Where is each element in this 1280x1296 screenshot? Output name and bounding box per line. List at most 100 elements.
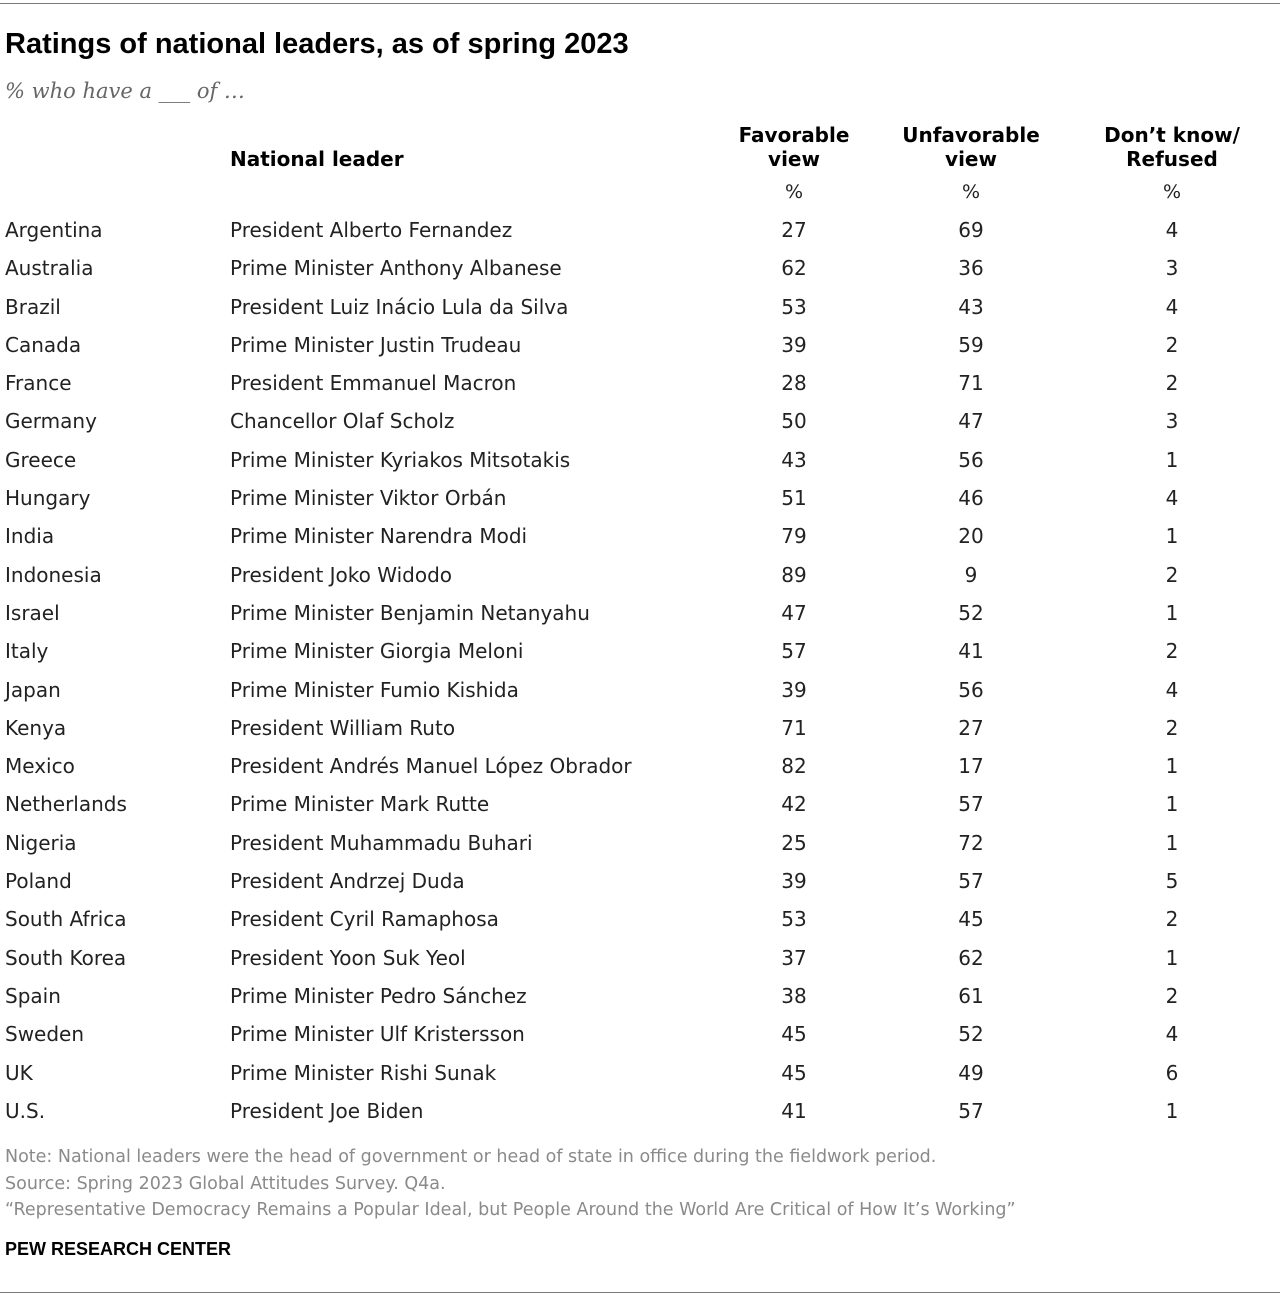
country-cell: Mexico xyxy=(5,754,75,779)
leader-cell: Prime Minister Rishi Sunak xyxy=(230,1060,497,1085)
table-row: Argentina President Alberto Fernandez 27 69… xyxy=(0,211,1280,249)
country-cell: South Korea xyxy=(5,945,127,970)
unfavorable-value: 62 xyxy=(958,945,984,970)
favorable-value: 53 xyxy=(781,907,807,932)
header-unfavorable: Unfavorable view xyxy=(861,123,1081,171)
favorable-value: 89 xyxy=(781,562,807,587)
dont-know-value: 4 xyxy=(1165,677,1179,702)
leader-cell: Prime Minister Giorgia Meloni xyxy=(230,639,524,664)
unfavorable-value: 27 xyxy=(958,715,984,740)
dont-know-value: 3 xyxy=(1165,256,1179,281)
leader-cell: Prime Minister Fumio Kishida xyxy=(230,677,519,702)
leader-cell: Prime Minister Justin Trudeau xyxy=(230,332,522,357)
header-dont-know-line1: Don’t know/ xyxy=(1104,123,1240,147)
country-cell: UK xyxy=(5,1060,33,1085)
leader-cell: President Luiz Inácio Lula da Silva xyxy=(230,294,569,319)
country-cell: Israel xyxy=(5,600,60,625)
leader-cell: Prime Minister Kyriakos Mitsotakis xyxy=(230,447,571,472)
unit-favorable: % xyxy=(784,181,804,203)
country-cell: Kenya xyxy=(5,715,67,740)
dont-know-value: 5 xyxy=(1165,869,1179,894)
unfavorable-value: 45 xyxy=(958,907,984,932)
header-national-leader: National leader xyxy=(230,147,404,171)
unfavorable-value: 57 xyxy=(958,869,984,894)
country-cell: Japan xyxy=(5,677,61,702)
country-cell: South Africa xyxy=(5,907,127,932)
report-title: “Representative Democracy Remains a Popu… xyxy=(5,1200,1016,1220)
header-unfavorable-line2: view xyxy=(945,147,997,171)
country-cell: India xyxy=(5,524,55,549)
leader-cell: President Cyril Ramaphosa xyxy=(230,907,499,932)
unit-unfavorable: % xyxy=(961,181,981,203)
table-row: U.S. President Joe Biden 41 57 1 xyxy=(0,1092,1280,1130)
chart-subtitle: % who have a ___ of … xyxy=(5,79,245,103)
table-row: Israel Prime Minister Benjamin Netanyahu 4… xyxy=(0,594,1280,632)
header-favorable-line2: view xyxy=(768,147,820,171)
unfavorable-value: 36 xyxy=(958,256,984,281)
dont-know-value: 1 xyxy=(1165,792,1179,817)
dont-know-value: 2 xyxy=(1165,371,1179,396)
country-cell: Brazil xyxy=(5,294,61,319)
leader-cell: Prime Minister Narendra Modi xyxy=(230,524,528,549)
table-row: South Africa President Cyril Ramaphosa 53 4… xyxy=(0,900,1280,938)
favorable-value: 27 xyxy=(781,218,807,242)
favorable-value: 25 xyxy=(781,830,807,855)
dont-know-value: 3 xyxy=(1165,409,1179,434)
table-row: Japan Prime Minister Fumio Kishida 39 56 4 xyxy=(0,671,1280,709)
unfavorable-value: 69 xyxy=(958,218,984,242)
leader-cell: Chancellor Olaf Scholz xyxy=(230,409,455,434)
leader-cell: President Andrés Manuel López Obrador xyxy=(230,754,632,779)
dont-know-value: 4 xyxy=(1165,486,1179,511)
favorable-value: 51 xyxy=(781,486,807,511)
leader-cell: President Alberto Fernandez xyxy=(230,218,513,242)
header-favorable: Favorable view xyxy=(684,123,904,171)
favorable-value: 71 xyxy=(781,715,807,740)
unfavorable-value: 57 xyxy=(958,1098,984,1123)
bottom-rule xyxy=(0,1292,1280,1293)
favorable-value: 39 xyxy=(781,869,807,894)
favorable-value: 38 xyxy=(781,983,807,1008)
dont-know-value: 1 xyxy=(1165,447,1179,472)
country-cell: Italy xyxy=(5,639,49,664)
table-row: Spain Prime Minister Pedro Sánchez 38 61 2 xyxy=(0,977,1280,1015)
unfavorable-value: 61 xyxy=(958,983,984,1008)
leader-cell: President William Ruto xyxy=(230,715,456,740)
favorable-value: 53 xyxy=(781,294,807,319)
dont-know-value: 1 xyxy=(1165,600,1179,625)
favorable-value: 47 xyxy=(781,600,807,625)
country-cell: U.S. xyxy=(5,1098,46,1123)
unfavorable-value: 52 xyxy=(958,1022,984,1047)
unfavorable-value: 52 xyxy=(958,600,984,625)
leader-cell: Prime Minister Mark Rutte xyxy=(230,792,490,817)
unfavorable-value: 47 xyxy=(958,409,984,434)
dont-know-value: 1 xyxy=(1165,754,1179,779)
header-unfavorable-line1: Unfavorable xyxy=(902,123,1040,147)
favorable-value: 42 xyxy=(781,792,807,817)
leader-cell: President Andrzej Duda xyxy=(230,869,465,894)
table-row: UK Prime Minister Rishi Sunak 45 49 6 xyxy=(0,1054,1280,1092)
dont-know-value: 2 xyxy=(1165,639,1179,664)
leader-cell: President Joe Biden xyxy=(230,1098,424,1123)
favorable-value: 43 xyxy=(781,447,807,472)
table-body: Argentina President Alberto Fernandez 27 69… xyxy=(0,211,1280,1130)
dont-know-value: 4 xyxy=(1165,218,1179,242)
note-text: Note: National leaders were the head of … xyxy=(5,1147,937,1167)
source-text: Source: Spring 2023 Global Attitudes Sur… xyxy=(5,1174,446,1194)
header-dont-know: Don’t know/ Refused xyxy=(1062,123,1280,171)
leader-cell: Prime Minister Benjamin Netanyahu xyxy=(230,600,590,625)
country-cell: Indonesia xyxy=(5,562,102,587)
favorable-value: 82 xyxy=(781,754,807,779)
country-cell: Canada xyxy=(5,332,82,357)
dont-know-value: 2 xyxy=(1165,983,1179,1008)
unfavorable-value: 20 xyxy=(958,524,984,549)
table-row: Brazil President Luiz Inácio Lula da Silv… xyxy=(0,288,1280,326)
dont-know-value: 2 xyxy=(1165,907,1179,932)
dont-know-value: 6 xyxy=(1165,1060,1179,1085)
header-dont-know-line2: Refused xyxy=(1126,147,1218,171)
unfavorable-value: 41 xyxy=(958,639,984,664)
unfavorable-value: 49 xyxy=(958,1060,984,1085)
dont-know-value: 4 xyxy=(1165,294,1179,319)
chart-title: Ratings of national leaders, as of sprin… xyxy=(5,28,629,60)
favorable-value: 41 xyxy=(781,1098,807,1123)
organization-name: PEW RESEARCH CENTER xyxy=(5,1239,232,1259)
